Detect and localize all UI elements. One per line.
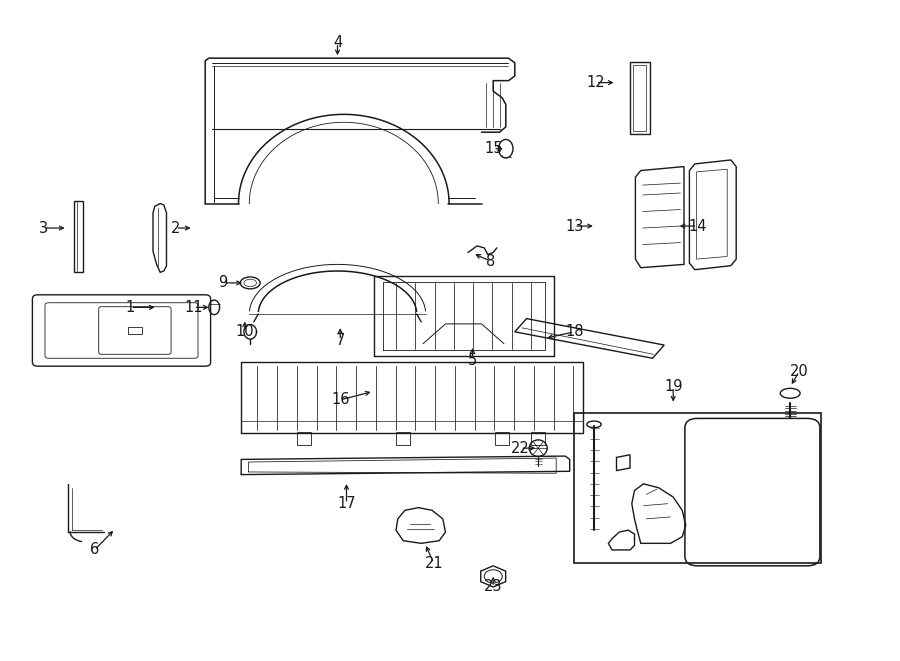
Text: 21: 21 <box>425 556 443 570</box>
Text: 9: 9 <box>219 276 228 290</box>
Text: 5: 5 <box>468 353 477 368</box>
Text: 23: 23 <box>484 580 502 594</box>
Text: 12: 12 <box>587 75 605 90</box>
Text: 2: 2 <box>171 221 180 235</box>
Bar <box>531 432 545 445</box>
Text: 16: 16 <box>331 393 349 407</box>
Text: 22: 22 <box>511 441 529 455</box>
Text: 10: 10 <box>236 325 254 339</box>
Text: 8: 8 <box>486 254 495 268</box>
Bar <box>574 413 821 563</box>
Text: 13: 13 <box>565 219 583 233</box>
Text: 4: 4 <box>333 36 342 50</box>
Text: 1: 1 <box>126 300 135 315</box>
Text: 6: 6 <box>90 543 99 557</box>
Text: 19: 19 <box>664 379 682 394</box>
Bar <box>495 432 509 445</box>
Text: 14: 14 <box>688 219 706 233</box>
Bar <box>128 327 142 334</box>
Text: 17: 17 <box>338 496 356 511</box>
Text: 7: 7 <box>336 333 345 348</box>
Text: 3: 3 <box>39 221 48 235</box>
Bar <box>633 65 646 131</box>
Bar <box>630 62 650 134</box>
Text: 11: 11 <box>184 300 202 315</box>
Bar <box>396 432 410 445</box>
Text: 20: 20 <box>790 364 808 379</box>
Text: 18: 18 <box>565 325 583 339</box>
Text: 15: 15 <box>484 141 502 156</box>
Bar <box>74 201 83 272</box>
Bar <box>297 432 311 445</box>
